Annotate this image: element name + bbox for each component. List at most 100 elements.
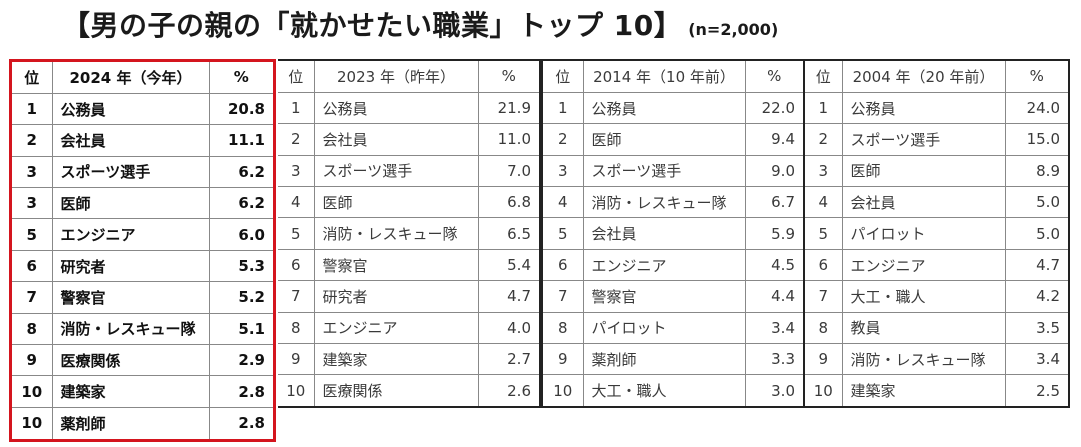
pct-cell: 20.8 <box>209 93 273 126</box>
job-cell: スポーツ選手 <box>842 123 1006 156</box>
rank-cell: 1 <box>278 92 315 125</box>
header-pct: % <box>478 61 539 93</box>
pct-cell: 3.3 <box>745 343 803 376</box>
pct-cell: 5.4 <box>478 249 539 282</box>
header-rank: 位 <box>805 61 843 93</box>
table-row: 5 会社員 5.9 <box>543 217 803 250</box>
pct-cell: 24.0 <box>1005 92 1068 125</box>
rank-cell: 4 <box>805 186 843 219</box>
rank-cell: 9 <box>278 343 315 376</box>
job-cell: 薬剤師 <box>52 407 210 439</box>
rank-cell: 10 <box>278 374 315 407</box>
job-cell: 医師 <box>52 187 210 220</box>
job-cell: 大工・職人 <box>842 280 1006 313</box>
job-cell: 研究者 <box>52 250 210 283</box>
job-cell: 警察官 <box>583 280 746 313</box>
job-cell: エンジニア <box>52 218 210 251</box>
header-pct: % <box>745 61 803 93</box>
job-cell: エンジニア <box>583 249 746 282</box>
rank-cell: 10 <box>805 374 843 407</box>
job-cell: パイロット <box>842 217 1006 250</box>
rank-cell: 1 <box>543 92 584 125</box>
header-year: 2024 年（今年） <box>52 62 210 94</box>
job-cell: 会社員 <box>583 217 746 250</box>
table-row: 3 スポーツ選手 9.0 <box>543 155 803 188</box>
rank-cell: 10 <box>12 375 53 408</box>
job-cell: 消防・レスキュー隊 <box>52 313 210 346</box>
rank-cell: 9 <box>543 343 584 376</box>
table-row: 6 エンジニア 4.5 <box>543 249 803 282</box>
job-cell: 医師 <box>583 123 746 156</box>
job-cell: 公務員 <box>52 93 210 126</box>
table-row: 9 薬剤師 3.3 <box>543 343 803 376</box>
rank-cell: 3 <box>543 155 584 188</box>
job-cell: 建築家 <box>842 374 1006 407</box>
pct-cell: 2.6 <box>507 381 531 400</box>
pct-cell: 6.8 <box>478 186 539 219</box>
job-cell: 会社員 <box>842 186 1006 219</box>
job-cell: 公務員 <box>583 92 746 125</box>
table-row: 10 建築家 2.5 <box>805 374 1068 407</box>
rank-cell: 2 <box>805 123 843 156</box>
pct-cell: 3.5 <box>1005 312 1068 345</box>
job-cell: 大工・職人 <box>583 374 746 407</box>
rank-cell: 3 <box>12 187 53 220</box>
rank-cell: 8 <box>805 312 843 345</box>
table-row: 7 警察官 4.4 <box>543 280 803 313</box>
pct-cell: 15.0 <box>1005 123 1068 156</box>
rank-cell: 5 <box>278 217 315 250</box>
table-row: 5 エンジニア 6.0 <box>12 218 273 251</box>
table-row: 2 スポーツ選手 15.0 <box>805 123 1068 156</box>
pct-cell: 21.9 <box>478 92 539 125</box>
pct-cell: 6.2 <box>209 187 273 220</box>
table-row: 1 公務員 22.0 <box>543 92 803 125</box>
pct-cell: 2.9 <box>209 344 273 377</box>
pct-cell: 2.7 <box>478 343 539 376</box>
job-cell: エンジニア <box>314 312 479 345</box>
header-pct: % <box>1005 61 1068 93</box>
table-row: 8 パイロット 3.4 <box>543 312 803 345</box>
table-row: 10 大工・職人 3.0 <box>543 374 803 407</box>
rank-cell: 5 <box>805 217 843 250</box>
table-row: 7 警察官 5.2 <box>12 281 273 314</box>
pct-cell: 3.4 <box>1005 343 1068 376</box>
rank-cell: 6 <box>805 249 843 282</box>
pct-cell: 4.7 <box>478 280 539 313</box>
job-cell: 研究者 <box>314 280 479 313</box>
table-row: 6 研究者 5.3 <box>12 250 273 283</box>
table-2023: 位 2023 年（昨年）% 1 公務員 21.9 2 会社員 11.0 3 スポーツ選手 7.0 4 医… <box>278 59 541 409</box>
rank-cell: 3 <box>12 156 53 189</box>
table-row: 3 医師 6.2 <box>12 187 273 220</box>
pct-cell: 5.9 <box>745 217 803 250</box>
pct-cell: 7.0 <box>478 155 539 188</box>
table-row: 1 公務員 21.9 <box>278 92 539 125</box>
rank-cell: 3 <box>805 155 843 188</box>
rank-cell: 2 <box>543 123 584 156</box>
job-cell: 医師 <box>842 155 1006 188</box>
table-row: 8 エンジニア 4.0 <box>278 312 539 345</box>
table-row: 1 公務員 24.0 <box>805 92 1068 125</box>
rank-cell: 3 <box>278 155 315 188</box>
job-cell: 消防・レスキュー隊 <box>842 343 1006 376</box>
table-row: 5 パイロット 5.0 <box>805 217 1068 250</box>
job-cell: 警察官 <box>314 249 479 282</box>
table-row: 10 医療関係 2.6 <box>278 374 539 407</box>
table-row: 6 警察官 5.4 <box>278 249 539 282</box>
pct-cell: 11.0 <box>478 123 539 156</box>
rank-cell: 2 <box>12 124 53 157</box>
pct-cell: 11.1 <box>209 124 273 157</box>
header-year: 2023 年（昨年） <box>314 61 479 93</box>
pct-cell: 9.4 <box>745 123 803 156</box>
rank-cell: 10 <box>543 374 584 407</box>
pct-cell: 4.5 <box>745 249 803 282</box>
pct-cell: 9.0 <box>745 155 803 188</box>
table-2024: 位 2024 年（今年）% 1 公務員 20.8 2 会社員 11.1 3 スポーツ選手 6.2 3 医… <box>9 59 276 442</box>
table-row: 2 医師 9.4 <box>543 123 803 156</box>
table-header-row: 位 2023 年（昨年）% <box>278 61 539 93</box>
table-header-row: 位 2024 年（今年）% <box>12 62 273 94</box>
job-cell: 公務員 <box>314 92 479 125</box>
table-row: 7 大工・職人 4.2 <box>805 280 1068 313</box>
rank-cell: 5 <box>543 217 584 250</box>
table-row: 4 会社員 5.0 <box>805 186 1068 219</box>
pct-cell: 8.9 <box>1005 155 1068 188</box>
